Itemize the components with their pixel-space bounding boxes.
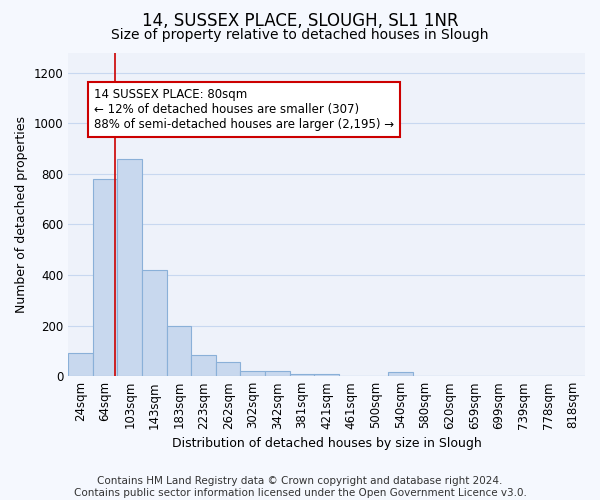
Bar xyxy=(142,270,167,376)
Bar xyxy=(388,372,413,376)
Bar xyxy=(216,362,241,376)
Bar xyxy=(265,371,290,376)
Text: 14 SUSSEX PLACE: 80sqm
← 12% of detached houses are smaller (307)
88% of semi-de: 14 SUSSEX PLACE: 80sqm ← 12% of detached… xyxy=(94,88,394,131)
Text: 14, SUSSEX PLACE, SLOUGH, SL1 1NR: 14, SUSSEX PLACE, SLOUGH, SL1 1NR xyxy=(142,12,458,30)
Bar xyxy=(93,179,118,376)
Bar xyxy=(314,374,339,376)
X-axis label: Distribution of detached houses by size in Slough: Distribution of detached houses by size … xyxy=(172,437,481,450)
Text: Size of property relative to detached houses in Slough: Size of property relative to detached ho… xyxy=(111,28,489,42)
Bar xyxy=(191,354,216,376)
Bar xyxy=(241,371,265,376)
Bar xyxy=(290,374,314,376)
Bar xyxy=(118,158,142,376)
Text: Contains HM Land Registry data © Crown copyright and database right 2024.
Contai: Contains HM Land Registry data © Crown c… xyxy=(74,476,526,498)
Y-axis label: Number of detached properties: Number of detached properties xyxy=(15,116,28,313)
Bar xyxy=(167,326,191,376)
Bar xyxy=(68,354,93,376)
